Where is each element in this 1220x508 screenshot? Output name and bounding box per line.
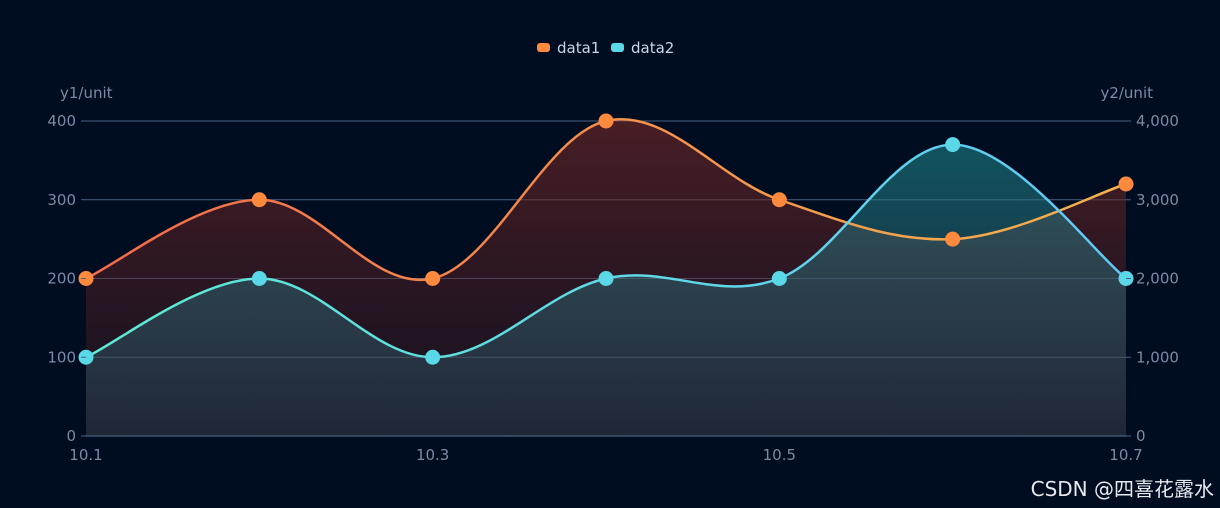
legend-label-data1: data1 <box>557 39 600 57</box>
data-point-data2[interactable] <box>945 137 961 153</box>
y-left-tick-label: 300 <box>47 191 76 209</box>
legend-item-data2[interactable]: data2 <box>611 39 674 57</box>
legend-swatch-data2 <box>611 43 624 52</box>
y-left-tick-label: 400 <box>47 112 76 130</box>
data-point-data1[interactable] <box>1118 176 1134 192</box>
data-point-data1[interactable] <box>771 192 787 208</box>
y-left-tick-label: 200 <box>47 270 76 288</box>
y-left-tick-label: 0 <box>66 427 76 445</box>
y-right-axis-label: y2/unit <box>1100 84 1153 102</box>
y-right-tick-label: 4,000 <box>1136 112 1179 130</box>
data-markers <box>78 113 1134 365</box>
legend-label-data2: data2 <box>631 39 674 57</box>
data-point-data2[interactable] <box>251 271 267 286</box>
y-left-axis-label: y1/unit <box>60 84 113 102</box>
data-point-data2[interactable] <box>598 271 614 286</box>
area-data2 <box>86 144 1126 436</box>
x-tick-label: 10.7 <box>1109 446 1142 464</box>
legend-item-data1[interactable]: data1 <box>537 39 600 57</box>
data-point-data2[interactable] <box>425 349 441 365</box>
y-left-tick-label: 100 <box>47 348 76 366</box>
x-tick-label: 10.5 <box>763 446 796 464</box>
data-point-data2[interactable] <box>771 271 787 286</box>
data-point-data1[interactable] <box>425 271 441 286</box>
data-point-data1[interactable] <box>945 231 961 247</box>
watermark: CSDN @四喜花露水 <box>1030 477 1214 501</box>
y-right-tick-label: 1,000 <box>1136 348 1179 366</box>
y-right-tick-label: 2,000 <box>1136 270 1179 288</box>
x-tick-label: 10.3 <box>416 446 449 464</box>
y-right-tick-label: 3,000 <box>1136 191 1179 209</box>
legend[interactable]: data1 data2 <box>537 39 674 57</box>
data-point-data1[interactable] <box>598 113 614 129</box>
x-tick-label: 10.1 <box>69 446 102 464</box>
data-point-data1[interactable] <box>251 192 267 208</box>
axes: y1/unit y2/unit 0 0 100 1,000 200 2,000 300 3,0… <box>47 84 1179 464</box>
legend-swatch-data1 <box>537 43 550 52</box>
y-right-tick-label: 0 <box>1136 427 1146 445</box>
